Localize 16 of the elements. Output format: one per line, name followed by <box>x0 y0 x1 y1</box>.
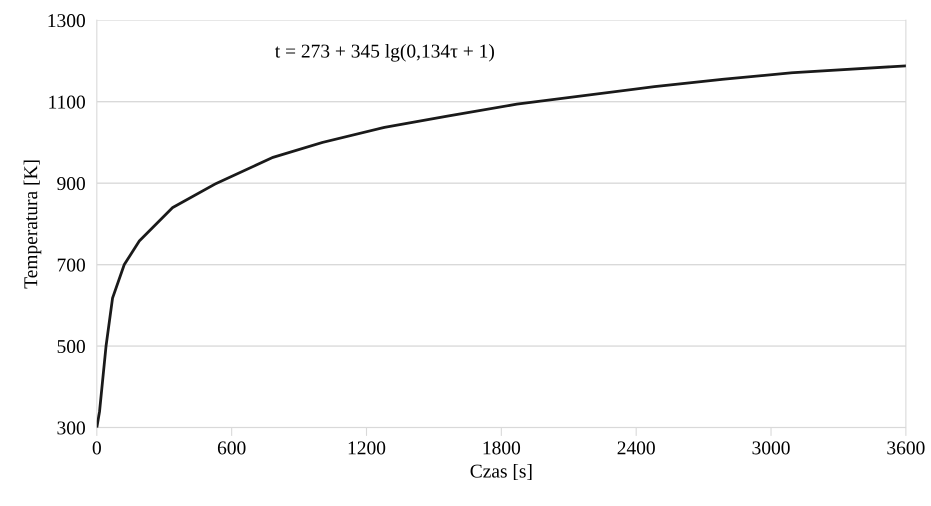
y-tick-label: 300 <box>57 421 85 435</box>
x-tick-label: 1200 <box>348 441 386 454</box>
x-tick-label: 600 <box>218 441 246 454</box>
y-tick-label: 900 <box>57 176 85 190</box>
x-tick-label: 2400 <box>618 441 655 454</box>
annotation: t = 273 + 345 lg(0,134τ + 1) <box>275 44 494 62</box>
x-tick-label: 3600 <box>887 441 925 454</box>
x-tick-label: 3000 <box>752 441 790 454</box>
x-axis-title: Czas [s] <box>470 464 532 480</box>
y-tick-label: 700 <box>58 258 85 272</box>
y-tick-label: 500 <box>58 340 85 354</box>
y-axis-title: Temperatura [K] <box>24 160 42 288</box>
y-tick-label: 1300 <box>48 14 85 28</box>
y-tick-label: 1100 <box>49 96 85 109</box>
x-tick-label: 1800 <box>484 441 520 454</box>
x-tick-label: 0 <box>92 441 101 454</box>
